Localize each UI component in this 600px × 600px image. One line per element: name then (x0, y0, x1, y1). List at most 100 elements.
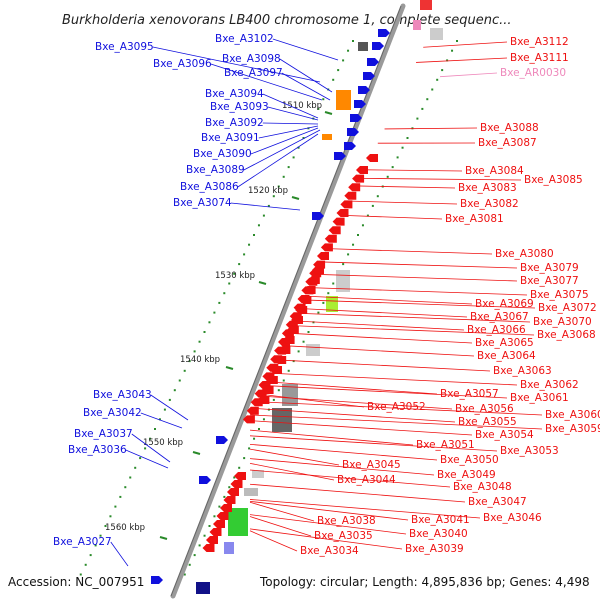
gene-box-grey (282, 384, 298, 406)
tick-dot (193, 350, 196, 353)
gene-box-navy (196, 582, 210, 594)
leader-line (249, 500, 409, 521)
gene-label: Bxe_A3086 (180, 181, 239, 193)
leader-line (287, 332, 473, 344)
gene-label: Bxe_A3045 (342, 459, 401, 471)
reverse-gene (278, 346, 291, 354)
gene-label: Bxe_A3061 (510, 392, 569, 404)
tick-dot (406, 137, 409, 139)
tick-dot (332, 282, 335, 285)
tick-dot (292, 156, 295, 159)
tick-dot (361, 224, 364, 227)
tick-dot (322, 301, 325, 304)
tick-dot (208, 321, 211, 324)
leader-line (309, 287, 528, 296)
tick-dot (317, 107, 320, 110)
gene-label: Bxe_A3037 (74, 428, 133, 440)
leader-line (279, 58, 333, 93)
reverse-gene (312, 266, 324, 274)
gene-label: Bxe_A3081 (445, 213, 504, 225)
tick-dot (297, 146, 300, 149)
tick-dot (238, 466, 241, 469)
tick-dot (188, 360, 191, 363)
gene-label: Bxe_A3039 (405, 543, 464, 555)
forward-gene (367, 58, 379, 66)
gene-label: Bxe_A3093 (210, 101, 269, 113)
tick-dot (233, 272, 236, 275)
gene-box-purple (224, 542, 234, 554)
leader-line (293, 320, 465, 331)
gene-label: Bxe_A3027 (53, 536, 112, 548)
tick-dot (352, 243, 355, 246)
tick-dot (119, 495, 122, 498)
leader-line (384, 127, 478, 130)
leader-line (281, 345, 475, 357)
gene-label: Bxe_A3089 (186, 164, 245, 176)
tick-dot (223, 292, 226, 295)
tick-dot (272, 398, 275, 401)
leader-line (275, 359, 491, 372)
tick-dot (198, 340, 201, 343)
tick-dot (79, 573, 82, 576)
tick-dot (149, 437, 152, 440)
tick-dot (436, 78, 439, 81)
tick-dot (99, 534, 102, 537)
forward-gene (372, 42, 384, 50)
tick-dot (233, 476, 236, 479)
reverse-gene (366, 154, 378, 162)
scale-label: 1560 kbp (105, 523, 145, 533)
leader-line (249, 458, 435, 476)
gene-label: Bxe_A3074 (173, 197, 232, 209)
tick-dot (337, 69, 340, 72)
map-title: Burkholderia xenovorans LB400 chromosome… (62, 13, 512, 28)
leader-line (140, 412, 183, 429)
tick-dot (203, 331, 206, 333)
leader-line (110, 541, 129, 567)
gene-label: Bxe_A3035 (314, 530, 373, 542)
rna-gene (413, 20, 421, 30)
leader-line (268, 372, 518, 386)
leader-line (343, 215, 443, 220)
gene-box-grey (252, 470, 264, 478)
tick-dot (173, 389, 176, 392)
tick-dot (391, 166, 394, 169)
gene-label: Bxe_A3043 (93, 389, 152, 401)
gene-label: Bxe_A3062 (520, 379, 579, 391)
tick-dot (352, 40, 354, 42)
forward-gene (358, 86, 370, 94)
reverse-gene (270, 366, 282, 374)
gene-label: Bxe_A3102 (215, 33, 274, 45)
tick-dot (456, 40, 458, 42)
tick-dot (238, 263, 241, 266)
forward-gene (363, 72, 375, 80)
tick-dot (347, 253, 350, 256)
reverse-gene (352, 174, 365, 183)
gene-box-green (326, 296, 338, 312)
leader-line (263, 385, 508, 399)
tick-dot (272, 195, 275, 198)
tick-dot (253, 437, 256, 440)
gene-label: Bxe_A3094 (205, 88, 264, 100)
leader-line (249, 462, 335, 481)
tick-dot (84, 563, 87, 566)
leader-line (321, 261, 518, 269)
leader-line (249, 448, 340, 466)
tick-dot (386, 175, 389, 178)
gene-label: Bxe_A3053 (500, 445, 559, 457)
tick-dot (262, 214, 265, 217)
gene-label: Bxe_A3046 (483, 512, 542, 524)
gene-label: Bxe_A3070 (533, 316, 592, 328)
scale-label: 1530 kbp (215, 271, 255, 281)
tick-dot (114, 505, 117, 508)
leader-line (249, 435, 498, 452)
leader-line (350, 200, 458, 205)
gene-label: Bxe_A3049 (437, 469, 496, 481)
reverse-gene (282, 336, 295, 344)
reverse-gene (227, 488, 239, 496)
scale-label: 1550 kbp (143, 438, 183, 448)
reverse-gene (344, 191, 357, 200)
reverse-gene (336, 209, 349, 217)
tick-dot (282, 175, 285, 178)
gene-label: Bxe_A3079 (520, 262, 579, 274)
forward-gene (312, 212, 324, 220)
